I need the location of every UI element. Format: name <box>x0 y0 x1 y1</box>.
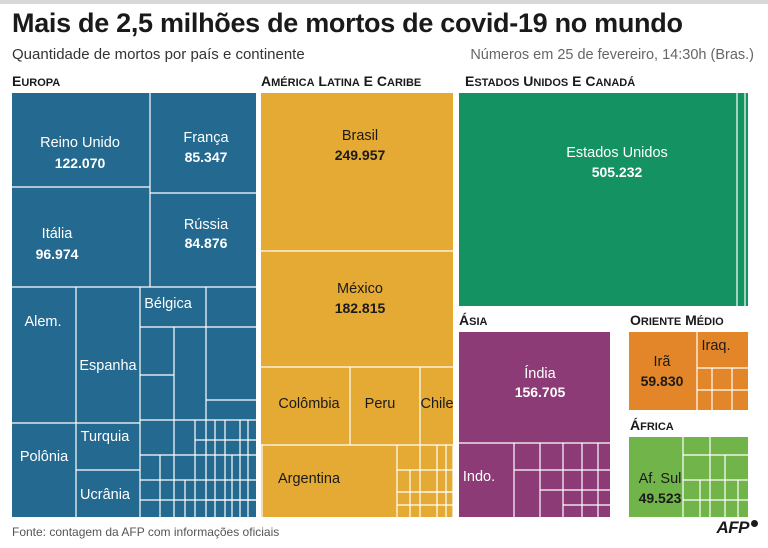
country-value-af-sul: 49.523 <box>639 490 682 506</box>
country-label-italia: Itália <box>42 226 74 242</box>
group-label-asia: ÁSIA <box>459 312 488 328</box>
chart-subtitle: Quantidade de mortos por país e continen… <box>12 46 305 63</box>
country-label-reino-unido: Reino Unido <box>40 135 120 151</box>
chart-title: Mais de 2,5 milhões de mortos de covid-1… <box>12 8 683 38</box>
group-block-estados-unidos-e-canada <box>459 93 748 306</box>
country-value-brasil: 249.957 <box>335 147 386 163</box>
source-note: Fonte: contagem da AFP com informações o… <box>12 525 280 539</box>
country-label-ira: Irã <box>654 354 672 370</box>
country-label-argentina: Argentina <box>278 471 341 487</box>
country-label-alem: Alem. <box>24 314 61 330</box>
afp-logo: AFP <box>716 518 758 538</box>
country-label-peru: Peru <box>365 396 396 412</box>
country-label-iraq: Iraq. <box>701 338 730 354</box>
country-label-polonia: Polônia <box>20 449 69 465</box>
country-label-espanha: Espanha <box>79 358 137 374</box>
country-label-ucrania: Ucrânia <box>80 487 131 503</box>
country-label-belgica: Bélgica <box>144 296 192 312</box>
country-value-india: 156.705 <box>515 384 566 400</box>
group-label-estados-unidos-e-canada: ESTADOS UNIDOS E CANADÁ <box>465 73 635 89</box>
country-value-ira: 59.830 <box>641 373 684 389</box>
country-label-russia: Rússia <box>184 217 229 233</box>
group-label-africa: ÁFRICA <box>630 417 674 433</box>
country-label-estados-unidos: Estados Unidos <box>566 145 668 161</box>
country-value-reino-unido: 122.070 <box>55 155 106 171</box>
country-label-brasil: Brasil <box>342 128 378 144</box>
country-value-mexico: 182.815 <box>335 300 386 316</box>
country-label-indo: Indo. <box>463 469 495 485</box>
country-value-russia: 84.876 <box>185 235 228 251</box>
group-label-europa: EUROPA <box>12 73 60 89</box>
group-block-america-latina-e-caribe <box>261 93 453 517</box>
country-value-franca: 85.347 <box>185 149 228 165</box>
country-label-franca: França <box>183 130 229 146</box>
country-label-turquia: Turquia <box>81 429 131 445</box>
country-label-colombia: Colômbia <box>278 396 340 412</box>
country-label-af-sul: Af. Sul <box>639 471 682 487</box>
country-label-chile: Chile <box>420 396 453 412</box>
group-block-oriente-medio <box>629 332 748 410</box>
country-value-italia: 96.974 <box>36 246 79 262</box>
country-value-estados-unidos: 505.232 <box>592 164 643 180</box>
afp-logo-text: AFP <box>716 518 750 537</box>
group-label-oriente-medio: ORIENTE MÉDIO <box>630 312 724 328</box>
country-label-india: Índia <box>524 365 556 382</box>
group-block-africa <box>629 437 748 517</box>
country-label-mexico: México <box>337 281 383 297</box>
group-block-asia <box>459 332 610 517</box>
top-rule <box>0 0 768 4</box>
afp-logo-dot <box>751 520 758 527</box>
chart-dateline: Números em 25 de fevereiro, 14:30h (Bras… <box>470 47 754 63</box>
group-label-america-latina-e-caribe: AMÉRICA LATINA E CARIBE <box>261 73 421 89</box>
